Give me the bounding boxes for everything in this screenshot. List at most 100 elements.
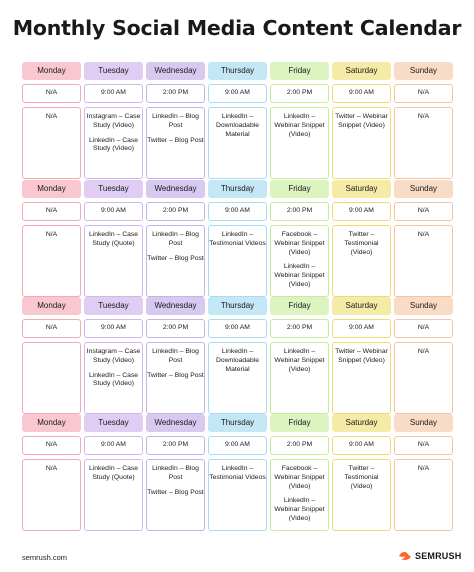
day-header-friday: Friday <box>270 297 329 315</box>
content-entry: N/A <box>417 465 430 472</box>
day-header-saturday: Saturday <box>332 414 391 432</box>
content-entry: LinkedIn – Downloadable Material <box>215 113 260 138</box>
content-entry: Twitter – Webinar Snippet (Video) <box>335 348 388 364</box>
content-entry: LinkedIn – Blog Post <box>152 348 199 364</box>
day-header-wednesday: Wednesday <box>146 62 205 80</box>
time-row: N/A 9:00 AM 2:00 PM 9:00 AM 2:00 PM 9:00 AM N/… <box>22 436 453 455</box>
day-header-row: Monday Tuesday Wednesday Thursday Friday Satu… <box>22 414 453 432</box>
content-entry: Twitter – Blog Post <box>147 254 204 262</box>
day-header-tuesday: Tuesday <box>84 414 143 432</box>
content-row: N/A LinkedIn – Case Study (Quote) LinkedIn… <box>22 459 453 531</box>
content-entry: N/A <box>417 231 430 238</box>
time-cell: N/A <box>394 202 453 221</box>
day-header-monday: Monday <box>22 414 81 432</box>
semrush-flame-icon <box>399 552 411 560</box>
content-cell: LinkedIn – Blog Post Twitter – Blog Post <box>146 459 205 531</box>
content-cell: LinkedIn – Downloadable Material <box>208 107 267 179</box>
content-entry: LinkedIn – Case Study (Video) <box>88 136 139 153</box>
content-cell: LinkedIn – Webinar Snippet (Video) <box>270 342 329 414</box>
content-row: N/A LinkedIn – Case Study (Quote) LinkedIn… <box>22 225 453 297</box>
day-header-wednesday: Wednesday <box>146 180 205 198</box>
day-header-thursday: Thursday <box>208 414 267 432</box>
day-header-tuesday: Tuesday <box>84 297 143 315</box>
content-cell: Facebook – Webinar Snippet (Video) Linked… <box>270 459 329 531</box>
content-cell: LinkedIn – Blog Post Twitter – Blog Post <box>146 107 205 179</box>
day-header-sunday: Sunday <box>394 180 453 198</box>
content-cell: Twitter – Webinar Snippet (Video) <box>332 342 391 414</box>
time-cell: 9:00 AM <box>332 84 391 103</box>
week-2: Monday Tuesday Wednesday Thursday Friday Satu… <box>22 180 453 297</box>
time-cell: N/A <box>22 436 81 455</box>
day-header-saturday: Saturday <box>332 62 391 80</box>
day-header-monday: Monday <box>22 297 81 315</box>
content-cell: LinkedIn – Case Study (Quote) <box>84 225 143 297</box>
content-entry: N/A <box>417 348 430 355</box>
time-row: N/A 9:00 AM 2:00 PM 9:00 AM 2:00 PM 9:00 AM N/… <box>22 319 453 338</box>
time-cell: N/A <box>22 84 81 103</box>
time-cell: 9:00 AM <box>208 319 267 338</box>
time-cell: 9:00 AM <box>332 436 391 455</box>
content-cell: N/A <box>22 107 81 179</box>
content-cell: LinkedIn – Case Study (Quote) <box>84 459 143 531</box>
content-cell: N/A <box>22 225 81 297</box>
content-entry: Instagram – Case Study (Video) <box>86 348 141 364</box>
day-header-saturday: Saturday <box>332 297 391 315</box>
content-cell: Instagram – Case Study (Video) LinkedIn –… <box>84 107 143 179</box>
content-cell <box>22 342 81 414</box>
content-cell: Twitter – Testimonial (Video) <box>332 459 391 531</box>
content-entry: Twitter – Testimonial (Video) <box>344 231 379 256</box>
content-entry: N/A <box>45 465 58 472</box>
time-cell: 9:00 AM <box>84 202 143 221</box>
week-4: Monday Tuesday Wednesday Thursday Friday Satu… <box>22 414 453 531</box>
day-header-wednesday: Wednesday <box>146 414 205 432</box>
day-header-friday: Friday <box>270 414 329 432</box>
content-cell: N/A <box>394 342 453 414</box>
page-title: Monthly Social Media Content Calendar <box>12 16 462 40</box>
content-entry: Facebook – Webinar Snippet (Video) <box>274 465 325 490</box>
content-entry: LinkedIn – Webinar Snippet (Video) <box>274 113 325 138</box>
day-header-friday: Friday <box>270 62 329 80</box>
time-cell: N/A <box>394 319 453 338</box>
time-cell: 9:00 AM <box>208 84 267 103</box>
content-entry: Twitter – Testimonial (Video) <box>344 465 379 490</box>
content-cell: N/A <box>394 107 453 179</box>
content-entry: N/A <box>45 113 58 120</box>
time-cell: 9:00 AM <box>332 319 391 338</box>
week-1: Monday Tuesday Wednesday Thursday Friday Satu… <box>22 62 453 179</box>
time-cell: N/A <box>394 84 453 103</box>
content-entry: Facebook – Webinar Snippet (Video) <box>274 231 325 256</box>
content-entry: LinkedIn – Case Study (Video) <box>88 371 139 388</box>
time-cell: 2:00 PM <box>146 319 205 338</box>
content-cell: LinkedIn – Blog Post Twitter – Blog Post <box>146 342 205 414</box>
content-entry: N/A <box>417 113 430 120</box>
time-cell: 9:00 AM <box>84 436 143 455</box>
content-entry: LinkedIn – Webinar Snippet (Video) <box>274 348 325 373</box>
content-cell: LinkedIn – Testimonial Videos <box>208 225 267 297</box>
content-entry: Twitter – Webinar Snippet (Video) <box>335 113 388 129</box>
content-cell: LinkedIn – Testimonial Videos <box>208 459 267 531</box>
time-cell: 2:00 PM <box>270 319 329 338</box>
day-header-wednesday: Wednesday <box>146 297 205 315</box>
time-cell: 9:00 AM <box>84 84 143 103</box>
day-header-monday: Monday <box>22 180 81 198</box>
content-entry: Twitter – Blog Post <box>147 371 204 379</box>
day-header-friday: Friday <box>270 180 329 198</box>
day-header-row: Monday Tuesday Wednesday Thursday Friday Satu… <box>22 62 453 80</box>
content-row: Instagram – Case Study (Video) LinkedIn –… <box>22 342 453 414</box>
content-entry: Twitter – Blog Post <box>147 136 204 144</box>
day-header-tuesday: Tuesday <box>84 180 143 198</box>
day-header-sunday: Sunday <box>394 297 453 315</box>
content-entry: LinkedIn – Testimonial Videos <box>209 231 266 247</box>
content-entry: LinkedIn – Downloadable Material <box>215 348 260 373</box>
time-cell: 2:00 PM <box>270 436 329 455</box>
day-header-monday: Monday <box>22 62 81 80</box>
content-cell: LinkedIn – Blog Post Twitter – Blog Post <box>146 225 205 297</box>
content-entry: LinkedIn – Blog Post <box>152 465 199 481</box>
content-cell: N/A <box>394 459 453 531</box>
time-cell: 9:00 AM <box>208 436 267 455</box>
content-cell: Facebook – Webinar Snippet (Video) Linked… <box>270 225 329 297</box>
time-cell: N/A <box>394 436 453 455</box>
content-cell: N/A <box>22 459 81 531</box>
content-entry: LinkedIn – Webinar Snippet (Video) <box>274 497 325 523</box>
day-header-thursday: Thursday <box>208 297 267 315</box>
